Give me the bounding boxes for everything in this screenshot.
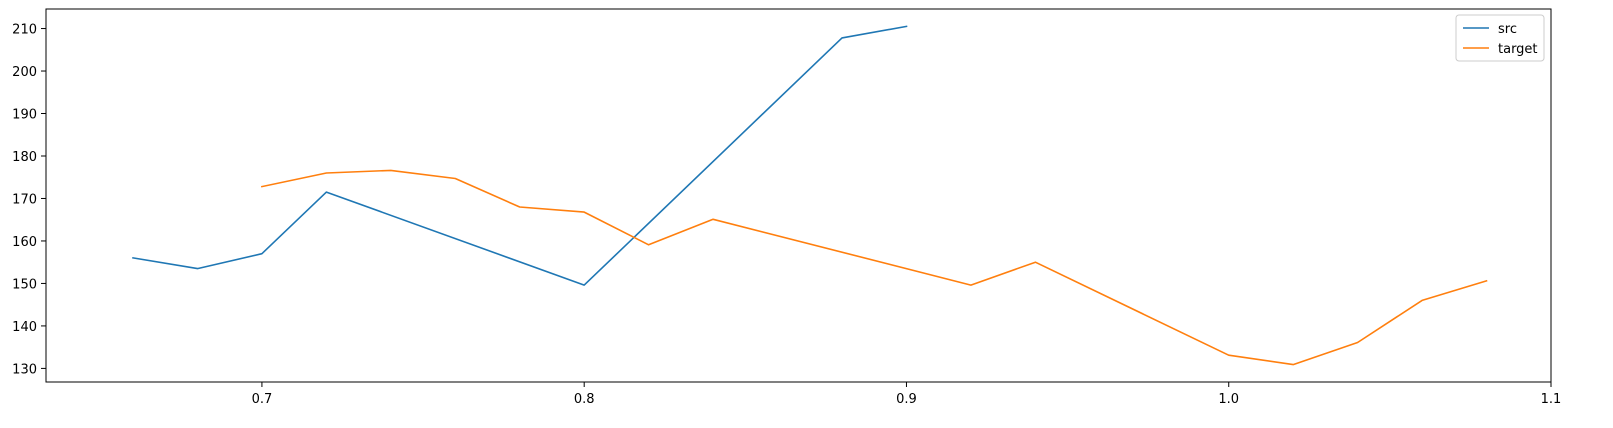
x-tick-label: 0.7: [252, 392, 273, 407]
y-tick-label: 180: [12, 150, 37, 165]
legend: src target: [1455, 14, 1545, 62]
y-tick-label: 150: [12, 277, 37, 292]
x-axis: 0.7 0.8 0.9 1.0 1.1: [252, 382, 1562, 407]
y-tick-label: 130: [12, 362, 37, 377]
x-tick-label: 1.0: [1218, 392, 1239, 407]
y-tick-label: 160: [12, 235, 37, 250]
legend-box: [1455, 14, 1545, 62]
x-tick-label: 0.8: [574, 392, 595, 407]
series-line-target: [260, 169, 1488, 366]
x-tick-label: 1.1: [1541, 392, 1562, 407]
legend-label-target: target: [1498, 42, 1538, 57]
series-lines: [132, 25, 1488, 366]
x-tick-label: 0.9: [896, 392, 917, 407]
y-tick-label: 210: [12, 23, 37, 38]
y-tick-label: 200: [12, 65, 37, 80]
series-line-src: [132, 25, 908, 286]
legend-label-src: src: [1498, 22, 1517, 37]
axes-frame: [45, 8, 1552, 383]
y-tick-label: 170: [12, 192, 37, 207]
y-tick-label: 190: [12, 108, 37, 123]
y-axis: 130 140 150 160 170 180 190 200 210: [12, 23, 46, 377]
y-tick-label: 140: [12, 320, 37, 335]
